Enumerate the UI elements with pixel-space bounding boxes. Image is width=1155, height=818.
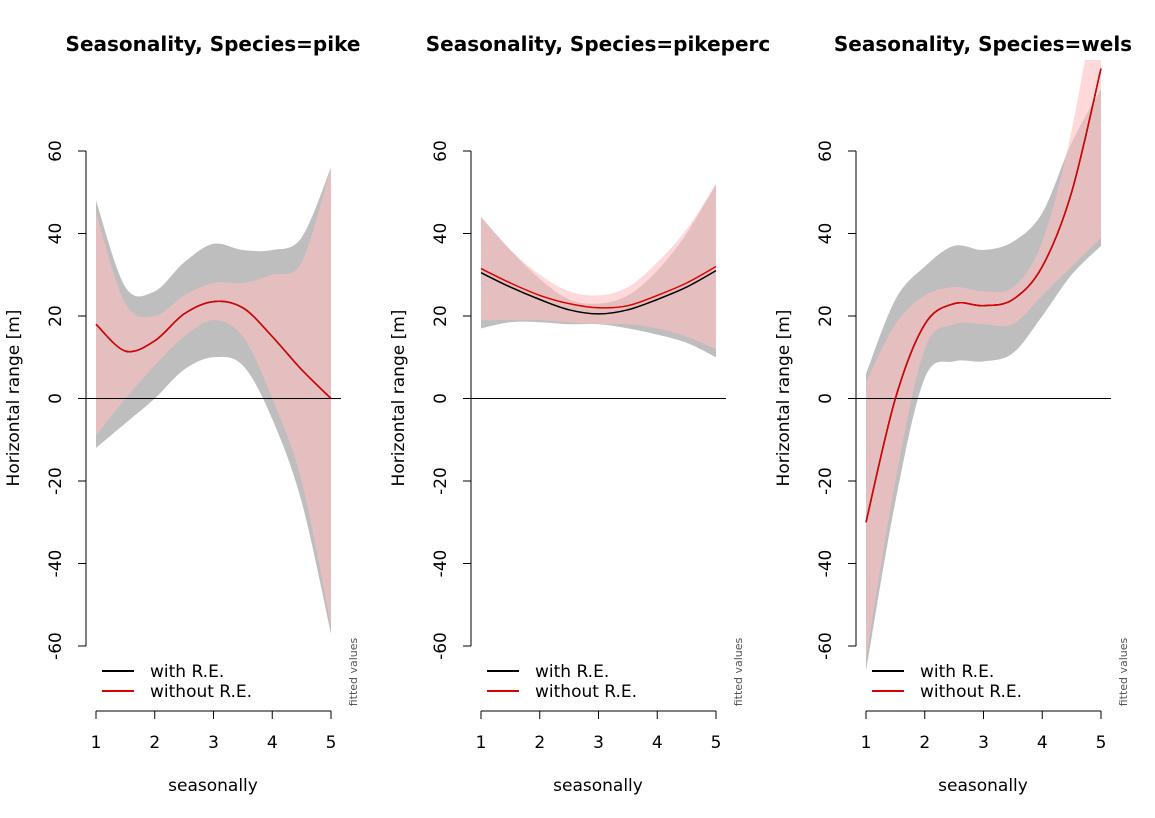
x-axis-label: seasonally [938, 776, 1028, 796]
x-axis-label: seasonally [553, 776, 643, 796]
confidence-bands [96, 167, 331, 634]
y-tick-label: -40 [816, 550, 836, 578]
y-axis-label: Horizontal range [m] [774, 310, 794, 487]
y-tick-label: 60 [46, 140, 66, 162]
confidence-band-without-re [96, 167, 331, 626]
x-tick-label: 2 [919, 733, 930, 753]
y-tick-label: -20 [46, 467, 66, 495]
x-axis: 1 2 3 4 5 [91, 710, 337, 753]
legend-label-with-re: with R.E. [920, 662, 994, 682]
confidence-band-with-re [866, 89, 1101, 671]
y-axis-label: Horizontal range [m] [4, 310, 24, 487]
y-tick-label: -40 [431, 550, 451, 578]
x-tick-label: 1 [861, 733, 872, 753]
legend: with R.E.without R.E. [102, 662, 252, 702]
legend-label-with-re: with R.E. [150, 662, 224, 682]
legend: with R.E.without R.E. [487, 662, 637, 702]
fitted-values-label: fitted values [732, 637, 745, 706]
x-tick-label: 5 [326, 733, 337, 753]
y-tick-label: 60 [816, 140, 836, 162]
x-tick-label: 4 [1037, 733, 1048, 753]
x-tick-label: 3 [208, 733, 219, 753]
y-tick-label: 0 [431, 393, 451, 404]
legend-label-without-re: without R.E. [150, 682, 252, 702]
confidence-bands [481, 184, 716, 358]
fitted-values-label: fitted values [347, 637, 360, 706]
x-tick-label: 4 [652, 733, 663, 753]
fitted-lines [865, 68, 1102, 523]
y-tick-label: 40 [46, 223, 66, 245]
y-axis-label: Horizontal range [m] [389, 310, 409, 487]
x-tick-label: 2 [534, 733, 545, 753]
y-axis: -60 -40 -20 0 20 40 60 [431, 140, 472, 660]
fitted-line-without-re [480, 265, 717, 309]
legend-label-with-re: with R.E. [535, 662, 609, 682]
fitted-line-without-re [865, 68, 1102, 523]
y-tick-label: -60 [816, 632, 836, 660]
x-tick-label: 1 [476, 733, 487, 753]
y-tick-label: 0 [46, 393, 66, 404]
y-tick-label: -60 [46, 632, 66, 660]
panel-3: Seasonality, Species=wels -60 -40 -20 0 20 40 6… [774, 32, 1132, 796]
fitted-line-with-re [480, 269, 717, 315]
legend: with R.E.without R.E. [872, 662, 1022, 702]
confidence-band-without-re [866, 60, 1101, 659]
legend-label-without-re: without R.E. [920, 682, 1022, 702]
x-tick-label: 2 [149, 733, 160, 753]
panel-2: Seasonality, Species=pikeperc -60 -40 -20 0 2… [389, 32, 770, 796]
y-tick-label: 0 [816, 393, 836, 404]
legend-label-without-re: without R.E. [535, 682, 637, 702]
y-axis: -60 -40 -20 0 20 40 60 [46, 140, 87, 660]
y-tick-label: 20 [816, 305, 836, 327]
y-tick-label: -40 [46, 550, 66, 578]
x-tick-label: 5 [711, 733, 722, 753]
fitted-values-label: fitted values [1117, 637, 1130, 706]
x-axis: 1 2 3 4 5 [476, 710, 722, 753]
y-tick-label: 40 [431, 223, 451, 245]
y-tick-label: 40 [816, 223, 836, 245]
y-tick-label: -20 [431, 467, 451, 495]
x-tick-label: 3 [593, 733, 604, 753]
y-tick-label: 60 [431, 140, 451, 162]
y-axis: -60 -40 -20 0 20 40 60 [816, 140, 857, 660]
x-axis-label: seasonally [168, 776, 258, 796]
x-tick-label: 1 [91, 733, 102, 753]
confidence-bands [866, 60, 1101, 671]
x-tick-label: 3 [978, 733, 989, 753]
x-tick-label: 5 [1096, 733, 1107, 753]
y-tick-label: 20 [431, 305, 451, 327]
x-tick-label: 4 [267, 733, 278, 753]
y-tick-label: 20 [46, 305, 66, 327]
y-tick-label: -20 [816, 467, 836, 495]
fitted-line-without-re [95, 300, 332, 400]
chart-title: Seasonality, Species=pikeperc [426, 32, 770, 56]
chart-title: Seasonality, Species=pike [66, 32, 361, 56]
x-axis: 1 2 3 4 5 [861, 710, 1107, 753]
fitted-lines [95, 300, 332, 400]
fitted-lines [480, 265, 717, 315]
y-tick-label: -60 [431, 632, 451, 660]
chart-title: Seasonality, Species=wels [834, 32, 1132, 56]
panel-1: Seasonality, Species=pike -60 -40 -20 0 20 40 6… [4, 32, 360, 796]
confidence-band-without-re [481, 184, 716, 349]
